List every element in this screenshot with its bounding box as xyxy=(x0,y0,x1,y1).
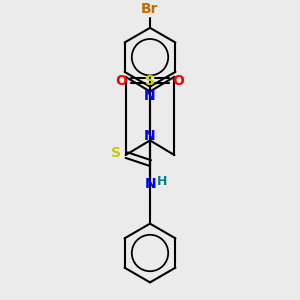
Text: S: S xyxy=(145,74,155,88)
Text: S: S xyxy=(111,146,121,160)
Text: O: O xyxy=(116,74,128,88)
Text: N: N xyxy=(144,89,156,103)
Text: H: H xyxy=(157,175,167,188)
Text: Br: Br xyxy=(141,2,159,16)
Text: N: N xyxy=(144,128,156,142)
Text: N: N xyxy=(145,178,157,191)
Text: O: O xyxy=(172,74,184,88)
